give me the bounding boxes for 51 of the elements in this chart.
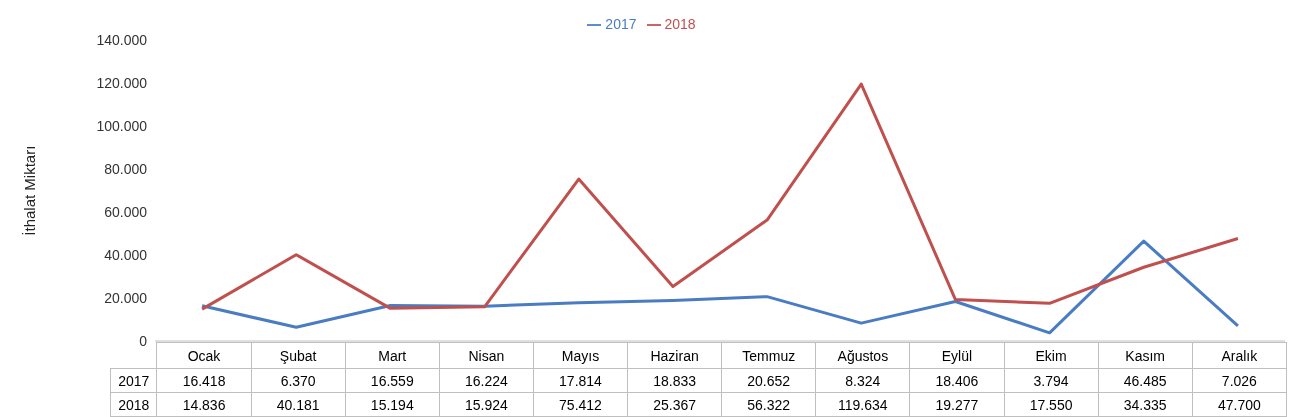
- data-label: 25.367: [627, 392, 722, 417]
- y-tick-label: 0: [139, 332, 148, 349]
- data-label: 34.335: [1098, 392, 1193, 417]
- y-tick-label: 120.000: [96, 75, 148, 92]
- x-tick-label: Ocak: [156, 342, 252, 369]
- y-tick-label: 80.000: [104, 161, 148, 178]
- x-tick-label: Temmuz: [721, 342, 816, 369]
- data-label: 17.814: [533, 368, 628, 393]
- data-label: 14.836: [156, 392, 252, 417]
- y-axis-title: İthalat Miktarı: [21, 145, 39, 236]
- x-tick-label: Ekim: [1004, 342, 1099, 369]
- data-label: 16.559: [345, 368, 440, 393]
- y-tick-label: 100.000: [96, 118, 148, 135]
- data-label: 40.181: [251, 392, 346, 417]
- data-label: 16.224: [439, 368, 534, 393]
- x-tick-label: Mart: [345, 342, 440, 369]
- x-tick-label: Eylül: [909, 342, 1005, 369]
- data-label: 16.418: [156, 368, 252, 393]
- legend-label: 2018: [664, 16, 696, 32]
- data-label: 18.833: [627, 368, 722, 393]
- data-label: 19.277: [909, 392, 1005, 417]
- data-label: 6.370: [251, 368, 346, 393]
- line-series: [200, 239, 1240, 335]
- data-label: 56.322: [721, 392, 816, 417]
- data-label: 20.652: [721, 368, 816, 393]
- data-label: 18.406: [909, 368, 1005, 393]
- y-tick-label: 60.000: [104, 204, 148, 221]
- x-tick-label: Ağustos: [815, 342, 910, 369]
- x-tick-label: Nisan: [439, 342, 534, 369]
- data-label: 75.412: [533, 392, 628, 417]
- text: 2017: [118, 372, 150, 389]
- data-label: 8.324: [815, 368, 910, 393]
- x-tick-label: Şubat: [251, 342, 346, 369]
- data-label: 15.924: [439, 392, 534, 417]
- data-label: 7.026: [1192, 368, 1287, 393]
- x-tick-label: Aralık: [1192, 342, 1287, 369]
- text: 2018: [118, 396, 150, 413]
- data-label: 17.550: [1004, 392, 1099, 417]
- x-tick-label: Kasım: [1098, 342, 1193, 369]
- data-label: 15.194: [345, 392, 440, 417]
- data-label: 47.700: [1192, 392, 1287, 417]
- line-series: [200, 82, 1240, 311]
- data-label: 119.634: [815, 392, 910, 417]
- x-tick-label: Haziran: [627, 342, 722, 369]
- y-tick-label: 40.000: [104, 247, 148, 264]
- y-tick-label: 20.000: [104, 290, 148, 307]
- data-label: 3.794: [1004, 368, 1099, 393]
- legend-label: 2017: [605, 16, 637, 32]
- x-tick-label: Mayıs: [533, 342, 628, 369]
- y-tick-label: 140.000: [96, 32, 148, 49]
- data-label: 46.485: [1098, 368, 1193, 393]
